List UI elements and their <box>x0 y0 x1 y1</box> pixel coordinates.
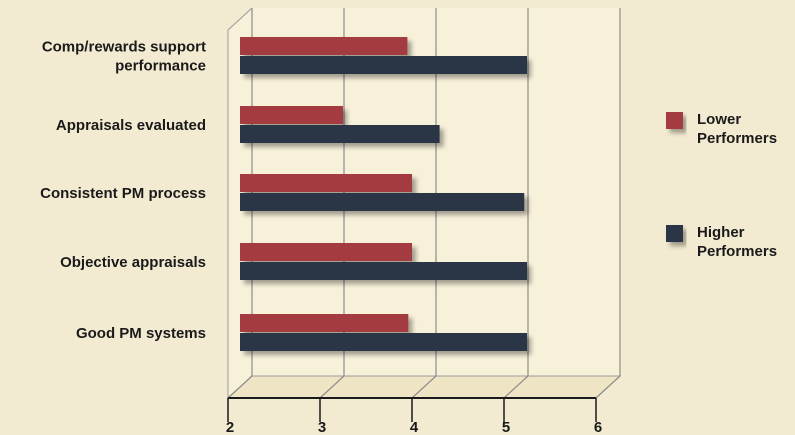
x-tick-label: 5 <box>502 419 510 435</box>
bar-lower-performers-0 <box>240 37 408 55</box>
category-label: Objective appraisals <box>60 254 206 271</box>
category-label: Good PM systems <box>76 325 206 342</box>
legend: Lower Performers Higher Performers <box>666 111 777 260</box>
bar-lower-performers-1 <box>240 106 343 124</box>
category-label: Appraisals evaluated <box>56 117 206 134</box>
bar-higher-performers-2 <box>240 193 525 211</box>
category-label: Comp/rewards support performance <box>42 39 206 75</box>
category-label: Consistent PM process <box>40 185 206 202</box>
floor-gridline <box>411 375 437 399</box>
floor-gridline <box>503 375 529 399</box>
bar-lower-performers-4 <box>240 314 409 332</box>
bar-higher-performers-4 <box>240 333 527 351</box>
floor-gridline <box>595 375 621 399</box>
bar-higher-performers-3 <box>240 262 527 280</box>
floor-gridline <box>319 375 345 399</box>
legend-swatch-lower <box>666 112 683 129</box>
x-axis: 2 3 4 5 6 <box>226 397 602 435</box>
bars <box>240 37 527 351</box>
legend-label-lower: Lower Performers <box>697 111 777 147</box>
x-tick-label: 2 <box>226 419 234 435</box>
x-tick-label: 6 <box>594 419 602 435</box>
x-tick-label: 4 <box>410 419 419 435</box>
category-labels: Comp/rewards support performance Appraisal… <box>40 39 206 343</box>
x-tick-label: 3 <box>318 419 326 435</box>
legend-swatch-higher <box>666 225 683 242</box>
bar-lower-performers-2 <box>240 174 412 192</box>
left-wall-edge <box>227 7 253 31</box>
legend-label-higher: Higher Performers <box>697 224 777 260</box>
bar-higher-performers-0 <box>240 56 527 74</box>
floor-gridline <box>227 375 253 399</box>
bar-higher-performers-1 <box>240 125 440 143</box>
bar-lower-performers-3 <box>240 243 412 261</box>
